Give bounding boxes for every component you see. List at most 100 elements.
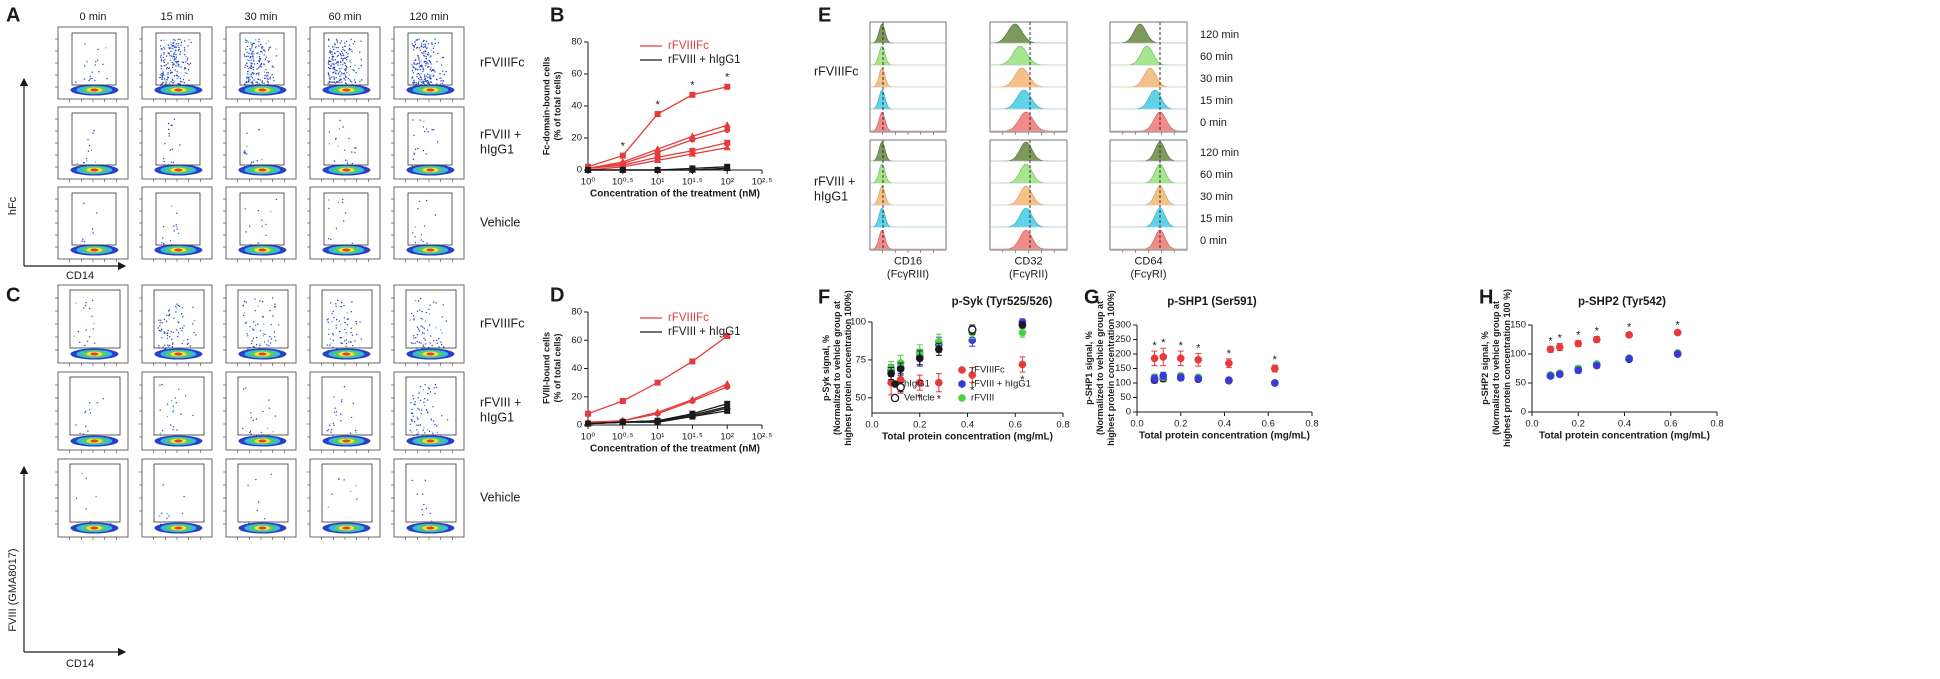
event-dot	[420, 317, 422, 320]
event-dot	[77, 330, 80, 333]
event-dot	[336, 81, 338, 84]
event-dot	[418, 63, 420, 65]
event-dot	[160, 73, 163, 75]
event-dot	[341, 67, 343, 70]
event-dot	[252, 83, 254, 85]
event-dot	[160, 328, 163, 331]
event-dot	[350, 416, 353, 419]
event-dot	[431, 69, 434, 72]
event-dot	[169, 55, 171, 57]
x-tick-label: 10²·⁵	[752, 177, 773, 188]
text-line: highest protein concentration 100%)	[843, 290, 853, 446]
event-dot	[171, 71, 173, 74]
y-tick-label: 20	[571, 391, 582, 402]
event-dot	[327, 429, 330, 431]
event-dot	[339, 78, 342, 81]
event-dot	[274, 336, 276, 338]
event-dot	[342, 48, 344, 51]
event-dot	[344, 212, 347, 214]
event-dot	[433, 51, 435, 53]
event-dot	[340, 342, 342, 344]
event-dot	[250, 67, 252, 70]
text-line: CD16	[894, 255, 922, 267]
event-dot	[335, 318, 338, 321]
event-dot	[423, 80, 425, 83]
event-dot	[420, 239, 422, 241]
text-line: hIgG1	[480, 411, 514, 425]
event-dot	[192, 323, 194, 325]
event-dot	[417, 328, 420, 330]
event-dot	[334, 59, 337, 61]
density	[258, 248, 267, 252]
event-dot	[422, 344, 424, 346]
event-dot	[274, 415, 277, 417]
event-dot	[252, 419, 254, 422]
event-dot	[259, 343, 261, 345]
point	[1159, 371, 1168, 380]
event-dot	[172, 410, 174, 413]
event-dot	[243, 151, 245, 154]
event-dot	[421, 514, 424, 516]
x-tick-label: 0.2	[913, 420, 926, 431]
event-dot	[360, 64, 362, 67]
legend-label: rFVIII	[971, 393, 994, 404]
event-dot	[335, 411, 338, 413]
event-dot	[169, 69, 172, 72]
legend-marker	[890, 393, 900, 403]
event-dot	[417, 82, 419, 85]
event-dot	[162, 243, 165, 245]
event-dot	[335, 303, 337, 305]
event-dot	[257, 209, 260, 212]
event-dot	[269, 336, 271, 338]
density	[174, 168, 183, 172]
event-dot	[89, 412, 92, 414]
event-dot	[420, 342, 422, 344]
event-dot	[430, 81, 433, 83]
event-dot	[93, 322, 95, 325]
y-axis-label: p-SHP2 signal, %(Normalized to vehicle g…	[1480, 289, 1512, 447]
event-dot	[328, 60, 331, 63]
event-dot	[335, 327, 337, 329]
event-dot	[332, 59, 334, 61]
event-dot	[414, 401, 416, 403]
event-dot	[249, 56, 252, 59]
event-dot	[327, 66, 330, 69]
density	[342, 352, 351, 356]
event-dot	[413, 45, 416, 47]
event-dot	[178, 232, 180, 234]
event-dot	[170, 55, 173, 57]
density	[426, 439, 435, 443]
event-dot	[425, 57, 427, 60]
event-dot	[410, 402, 412, 404]
event-dot	[421, 65, 423, 67]
event-dot	[251, 62, 253, 65]
event-dot	[94, 79, 96, 82]
event-dot	[175, 46, 177, 48]
x-axis-label: Total protein concentration (mg/mL)	[1539, 431, 1710, 442]
event-dot	[254, 324, 257, 327]
event-dot	[272, 315, 274, 317]
event-dot	[415, 67, 417, 70]
event-dot	[263, 341, 266, 343]
event-dot	[250, 59, 252, 61]
event-dot	[417, 407, 419, 410]
event-dot	[170, 41, 172, 44]
event-dot	[266, 344, 268, 346]
event-dot	[163, 61, 166, 63]
event-dot	[424, 479, 427, 481]
event-dot	[246, 45, 249, 48]
event-dot	[158, 319, 160, 321]
event-dot	[342, 54, 345, 56]
event-dot	[441, 82, 444, 85]
event-dot	[253, 329, 255, 331]
event-dot	[250, 42, 252, 44]
event-dot	[260, 50, 262, 53]
event-dot	[326, 344, 328, 346]
event-dot	[424, 384, 426, 386]
event-dot	[428, 59, 430, 61]
event-dot	[88, 307, 91, 310]
event-dot	[171, 66, 174, 69]
event-dot	[426, 46, 428, 48]
point	[585, 167, 591, 173]
event-dot	[266, 427, 269, 429]
